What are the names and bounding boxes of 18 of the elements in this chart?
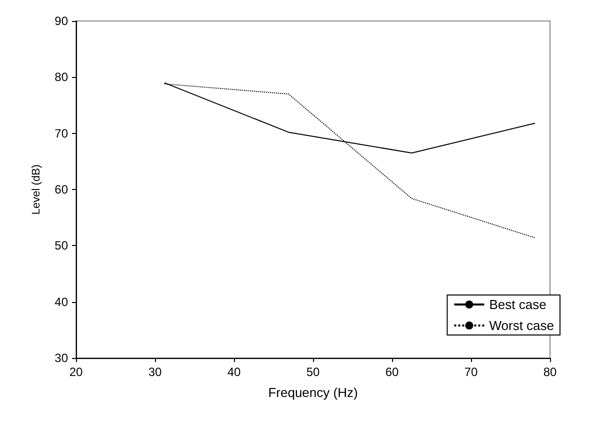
x-tick-label: 70 [464, 365, 478, 379]
x-tick-label: 50 [306, 365, 320, 379]
x-tick-label: 40 [227, 365, 241, 379]
legend-label: Best case [489, 297, 546, 312]
y-tick-label: 30 [54, 351, 68, 365]
x-tick-label: 20 [69, 365, 83, 379]
y-tick-label: 40 [54, 294, 68, 309]
y-tick-label: 70 [54, 126, 68, 140]
x-tick-label: 30 [148, 365, 162, 379]
y-tick-label: 80 [54, 70, 68, 84]
y-tick-label: 60 [54, 182, 68, 196]
y-tick-label: 50 [54, 238, 68, 253]
x-tick-label: 60 [385, 365, 399, 379]
x-axis-title: Frequency (Hz) [268, 385, 358, 400]
y-axis-title: Level (dB) [30, 164, 42, 215]
y-tick-label: 90 [54, 14, 68, 28]
legend-label: Worst case [489, 318, 554, 333]
x-tick-label: 80 [543, 365, 557, 379]
